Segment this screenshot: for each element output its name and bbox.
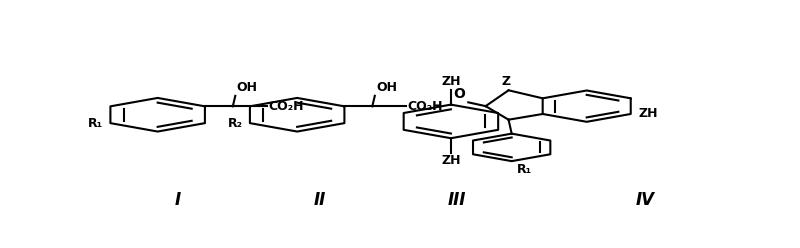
- Text: II: II: [314, 191, 326, 209]
- Text: R₁: R₁: [517, 163, 532, 176]
- Text: ZH: ZH: [441, 75, 461, 88]
- Text: Z: Z: [502, 75, 510, 88]
- Text: R₁: R₁: [88, 117, 103, 130]
- Text: III: III: [447, 191, 466, 209]
- Text: I: I: [174, 191, 181, 209]
- Text: ZH: ZH: [441, 155, 461, 167]
- Text: ZH: ZH: [638, 107, 658, 120]
- Text: CO₂H: CO₂H: [408, 100, 443, 113]
- Text: IV: IV: [636, 191, 655, 209]
- Text: CO₂H: CO₂H: [268, 100, 304, 113]
- Text: OH: OH: [237, 81, 258, 94]
- Text: O: O: [454, 87, 465, 101]
- Text: R₂: R₂: [227, 117, 242, 130]
- Text: OH: OH: [376, 81, 397, 94]
